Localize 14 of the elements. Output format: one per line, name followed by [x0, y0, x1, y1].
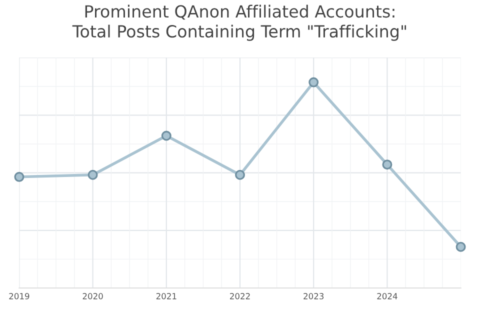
x-tick-label: 2023 [304, 293, 324, 300]
point [161, 130, 172, 141]
point [88, 170, 98, 180]
point [308, 77, 319, 88]
point [235, 170, 245, 180]
x-tick-label: 2021 [156, 293, 176, 300]
point [456, 242, 466, 252]
x-tick-label: 2024 [377, 293, 398, 300]
chart-title: Prominent QAnon Affiliated Accounts: Total Posts Containing Term "Trafficking" [72, 4, 406, 41]
x-tick-label: 2020 [82, 293, 103, 300]
point [382, 160, 392, 170]
point [14, 172, 24, 182]
x-tick-label: 2022 [230, 293, 250, 300]
x-tick-label: 2019 [9, 293, 30, 300]
